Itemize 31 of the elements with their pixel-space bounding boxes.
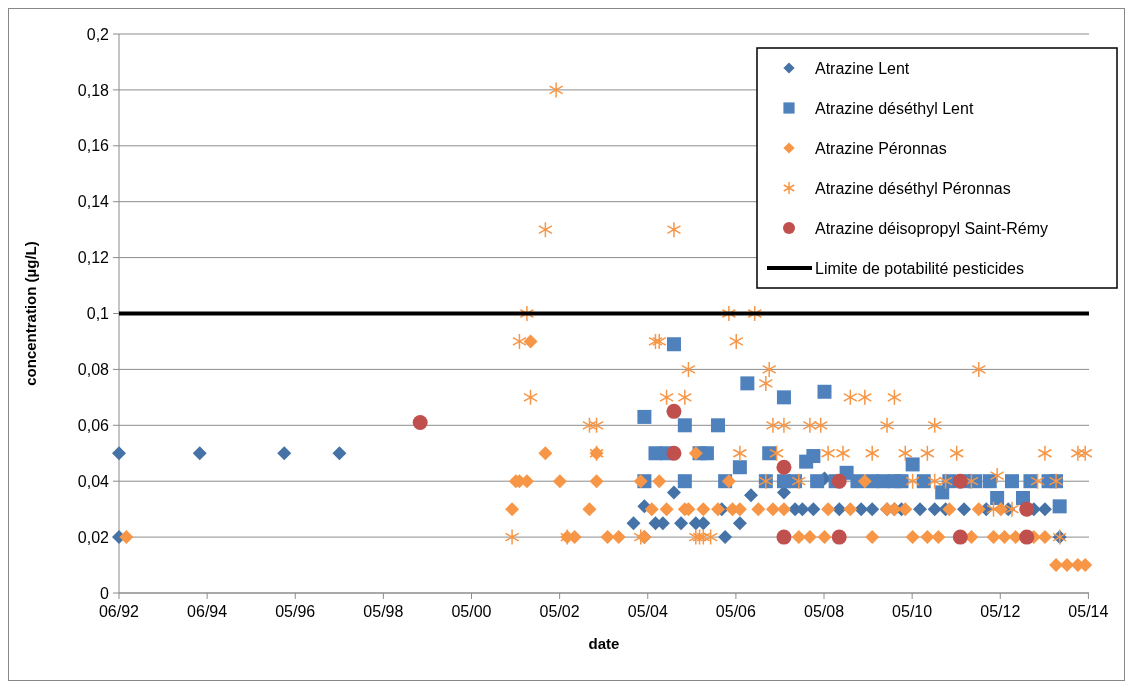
- y-tick-label: 0,18: [77, 81, 110, 99]
- x-tick-label: 05/10: [892, 603, 933, 620]
- y-tick-label: 0,04: [77, 472, 110, 490]
- x-axis-title: date: [588, 635, 620, 652]
- y-tick-label: 0,16: [77, 137, 110, 155]
- x-tick-label: 06/94: [187, 603, 228, 620]
- y-axis-title: concentration (µg/L): [22, 241, 39, 386]
- y-tick-label: 0,12: [77, 249, 110, 267]
- y-tick-label: 0: [100, 584, 110, 602]
- legend-label: Atrazine déséthyl Péronnas: [815, 179, 1011, 197]
- legend-label: Limite de potabilité pesticides: [815, 259, 1025, 277]
- x-tick-label: 05/08: [803, 603, 845, 620]
- legend-label: Atrazine Lent: [815, 59, 910, 77]
- y-tick-label: 0,1: [86, 305, 110, 323]
- y-tick-label: 0,06: [77, 416, 110, 434]
- x-tick-label: 05/98: [363, 603, 404, 620]
- y-tick-label: 0,08: [77, 361, 110, 378]
- x-tick-label: 05/06: [715, 603, 757, 620]
- x-tick-label: 05/02: [539, 603, 580, 620]
- legend-label: Atrazine Péronnas: [815, 139, 947, 157]
- y-tick-label: 0,02: [77, 528, 110, 546]
- x-tick-label: 05/96: [275, 603, 316, 620]
- x-tick-label: 05/04: [627, 603, 668, 620]
- y-tick-label: 0,2: [86, 25, 110, 43]
- legend-label: Atrazine déséthyl Lent: [815, 99, 974, 117]
- x-tick-label: 05/14: [1068, 603, 1109, 620]
- x-tick-label: 05/00: [451, 603, 492, 620]
- x-tick-label: 06/92: [98, 603, 140, 620]
- legend-label: Atrazine déisopropyl Saint-Rémy: [815, 219, 1048, 237]
- y-tick-label: 0,14: [77, 193, 110, 211]
- x-tick-label: 05/12: [980, 603, 1021, 620]
